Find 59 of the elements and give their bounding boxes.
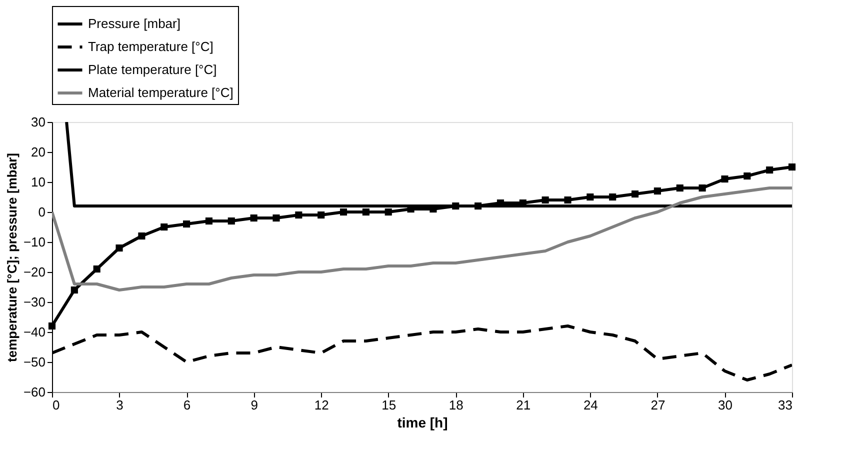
- point: [631, 190, 639, 198]
- point: [698, 184, 706, 192]
- point: [542, 196, 549, 204]
- point: [340, 208, 348, 216]
- x-tick-label: 30: [718, 398, 732, 412]
- point: [250, 214, 258, 222]
- y-tick-label: −30: [23, 294, 46, 310]
- point: [744, 172, 751, 180]
- point: [318, 211, 325, 219]
- point: [205, 217, 213, 225]
- point: [564, 196, 572, 204]
- y-axis-title: temperature [°C]; pressure [mbar]: [4, 153, 20, 362]
- point: [474, 202, 482, 210]
- y-tick-label: 0: [38, 204, 46, 220]
- y-tick-label: −10: [23, 234, 46, 250]
- point: [93, 265, 100, 273]
- x-tick-label: 3: [116, 398, 124, 412]
- x-tick-label: 18: [448, 398, 464, 412]
- point: [721, 175, 728, 183]
- y-tick-label: −20: [23, 264, 46, 280]
- point: [362, 208, 370, 216]
- y-tick-label: −60: [23, 384, 46, 400]
- point: [160, 223, 168, 231]
- y-tick-label: 20: [31, 144, 46, 160]
- x-tick-label: 15: [382, 398, 396, 412]
- y-tick-label: 10: [31, 174, 46, 190]
- point: [654, 187, 661, 195]
- point: [116, 244, 123, 252]
- x-tick-label: 9: [250, 398, 258, 412]
- legend-label: Plate temperature [°C]: [88, 62, 217, 77]
- point: [295, 211, 302, 219]
- legend-label: Material temperature [°C]: [88, 85, 234, 100]
- legend-label: Trap temperature [°C]: [88, 39, 214, 54]
- x-tick-label: 0: [52, 398, 60, 412]
- x-tick-label: 24: [583, 398, 598, 412]
- line-series: [52, 186, 792, 292]
- x-tick-label: 27: [650, 398, 666, 412]
- x-tick-label: 33: [778, 398, 792, 412]
- point: [586, 193, 594, 201]
- point: [228, 217, 235, 225]
- legend-label: Pressure [mbar]: [88, 16, 180, 31]
- point: [138, 232, 146, 240]
- x-tick-label: 6: [183, 398, 191, 412]
- point: [766, 166, 774, 174]
- point: [788, 163, 796, 171]
- point: [384, 208, 392, 216]
- y-tick-label: −50: [23, 354, 46, 370]
- point: [676, 184, 684, 192]
- point: [70, 286, 78, 294]
- point: [452, 202, 460, 210]
- x-tick-label: 21: [516, 398, 531, 412]
- point: [183, 220, 190, 228]
- x-tick-label: 12: [314, 398, 329, 412]
- point: [48, 322, 56, 330]
- y-tick-label: −40: [23, 324, 46, 340]
- point: [272, 214, 280, 222]
- x-axis-title: time [h]: [397, 414, 448, 430]
- point: [609, 193, 616, 201]
- y-tick-label: 30: [31, 114, 46, 130]
